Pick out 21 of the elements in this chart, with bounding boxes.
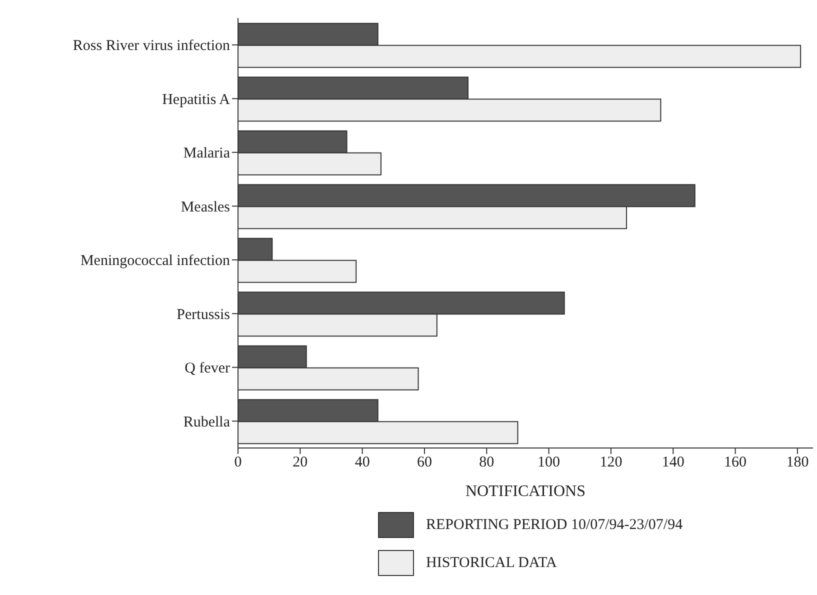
- x-tick-label: 60: [416, 454, 432, 471]
- x-axis-title: NOTIFICATIONS: [466, 483, 586, 500]
- x-tick-label: 160: [724, 454, 747, 471]
- y-tick-label: Hepatitis A: [162, 92, 230, 108]
- y-tick-label: Meningococcal infection: [80, 253, 230, 270]
- y-tick-label: Q fever: [184, 360, 230, 377]
- legend-label: HISTORICAL DATA: [426, 554, 557, 572]
- y-tick-label: Rubella: [183, 414, 230, 430]
- y-tick-label: Malaria: [183, 146, 230, 162]
- legend-label: REPORTING PERIOD 10/07/94-23/07/94: [426, 516, 683, 534]
- y-tick-label: Ross River virus infection: [72, 38, 230, 54]
- x-tick-label: 120: [600, 454, 622, 471]
- x-tick-label: 100: [538, 454, 560, 471]
- y-tick-label: Pertussis: [176, 306, 230, 323]
- x-tick-label: 80: [479, 454, 494, 471]
- x-tick-label: 180: [786, 454, 809, 471]
- x-tick-label: 140: [662, 454, 684, 471]
- y-tick-label: Measles: [180, 199, 230, 216]
- x-tick-label: 0: [234, 454, 242, 471]
- x-tick-label: 40: [354, 454, 370, 471]
- x-tick-label: 20: [292, 454, 308, 471]
